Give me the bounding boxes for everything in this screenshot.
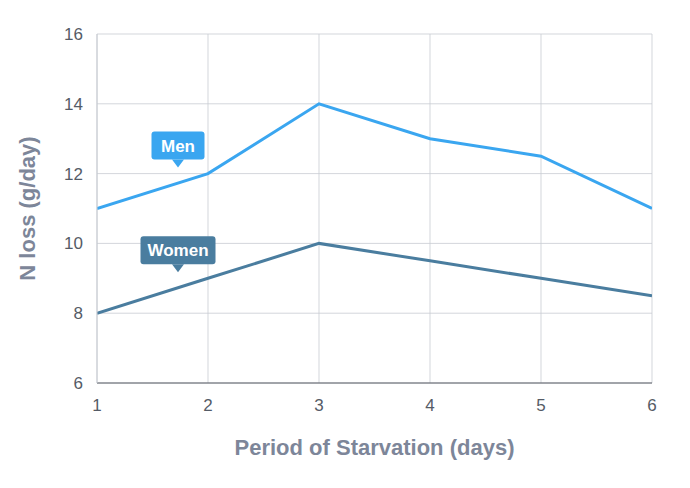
svg-text:5: 5 [536,396,545,415]
svg-text:6: 6 [74,374,83,393]
svg-text:3: 3 [314,396,323,415]
svg-text:Period of Starvation (days): Period of Starvation (days) [235,435,515,460]
svg-text:4: 4 [425,396,434,415]
svg-text:16: 16 [64,25,83,44]
svg-text:8: 8 [74,304,83,323]
svg-text:12: 12 [64,165,83,184]
svg-text:1: 1 [92,396,101,415]
svg-text:2: 2 [203,396,212,415]
svg-text:N loss (g/day): N loss (g/day) [15,136,40,280]
svg-text:Men: Men [161,137,195,156]
svg-text:6: 6 [647,396,656,415]
svg-text:10: 10 [64,234,83,253]
svg-text:Women: Women [147,241,208,260]
svg-text:14: 14 [64,95,83,114]
